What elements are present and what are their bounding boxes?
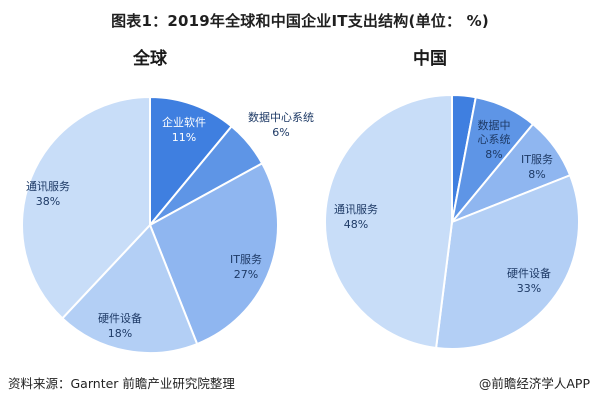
slice-label: 通讯服务 38% [26, 180, 70, 208]
slice-label: IT服务 8% [521, 153, 553, 181]
slice-value-label: 48% [344, 218, 368, 231]
slice-label: 企业软件 3% [458, 66, 502, 95]
slice-value-label: 11% [172, 131, 196, 144]
slice-category-label: 数据中心系统 [248, 110, 314, 124]
pie-slice [434, 173, 580, 350]
slice-value-label: 8% [528, 168, 545, 181]
slice-label: 数据中心系统 8% [478, 118, 511, 161]
pie-title: 全球 [132, 48, 168, 69]
slice-value-label: 6% [272, 126, 289, 139]
pie-slice [21, 95, 151, 320]
slice-category-label: 通讯服务 [334, 203, 378, 216]
chart-title: 图表1：2019年全球和中国企业IT支出结构(单位： %) [111, 12, 489, 30]
slice-category-label: 硬件设备 [98, 311, 142, 325]
slice-value-label: 3% [471, 82, 488, 95]
slice-value-label: 18% [108, 327, 132, 340]
pie-slice [60, 223, 199, 354]
slice-label: IT服务 27% [230, 253, 262, 281]
slice-value-label: 33% [517, 282, 541, 295]
credit-note: @前瞻经济学人APP [478, 376, 590, 391]
slice-label: 硬件设备 33% [507, 266, 551, 295]
pie-slice [324, 93, 453, 350]
slice-category-label: 企业软件 [458, 66, 502, 80]
slice-category-label: 硬件设备 [507, 266, 551, 280]
slice-label: 企业软件 11% [162, 115, 206, 144]
slice-category-label: IT服务 [521, 153, 553, 166]
slice-value-label: 8% [485, 148, 502, 161]
slice-label: 数据中心系统 6% [248, 110, 314, 139]
source-note: 资料来源：Garnter 前瞻产业研究院整理 [8, 376, 235, 391]
slice-category-label: 数据中 [478, 118, 511, 132]
slice-category-label: 通讯服务 [26, 180, 70, 193]
slice-value-label: 27% [234, 268, 258, 281]
slice-label: 硬件设备 18% [98, 311, 142, 340]
pie-title: 中国 [413, 48, 447, 69]
slice-category-label: 心系统 [478, 133, 511, 146]
slice-label: 通讯服务 48% [334, 203, 378, 231]
pie-slice [149, 95, 233, 228]
slice-value-label: 38% [36, 195, 60, 208]
slice-category-label: IT服务 [230, 253, 262, 266]
slice-category-label: 企业软件 [162, 115, 206, 129]
pie-slice [148, 161, 279, 346]
